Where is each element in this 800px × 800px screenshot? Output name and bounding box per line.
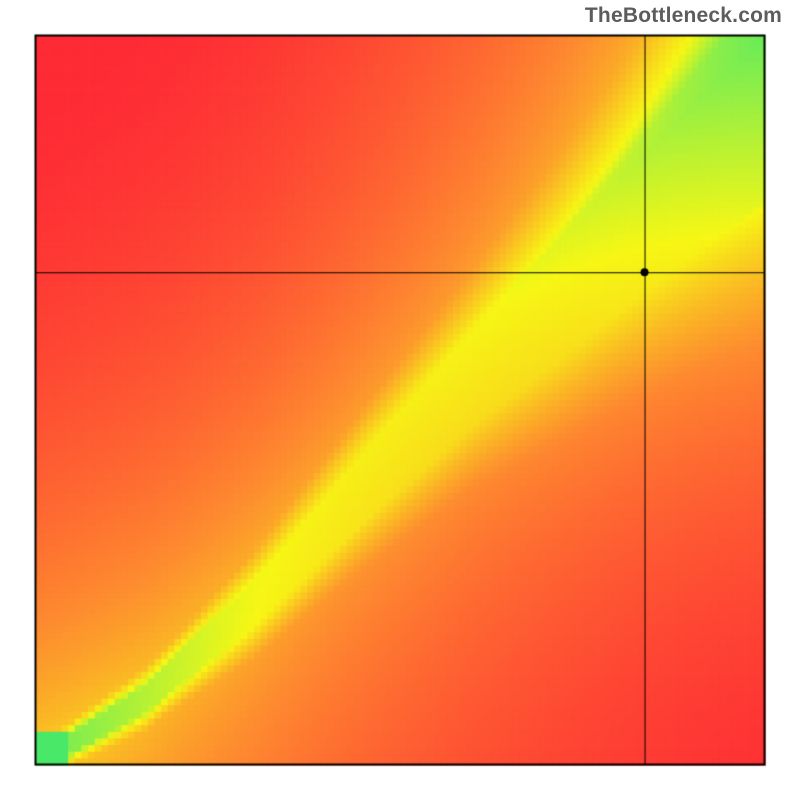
watermark-text: TheBottleneck.com xyxy=(585,4,782,28)
bottleneck-heatmap xyxy=(0,0,800,800)
chart-container: TheBottleneck.com xyxy=(0,0,800,800)
